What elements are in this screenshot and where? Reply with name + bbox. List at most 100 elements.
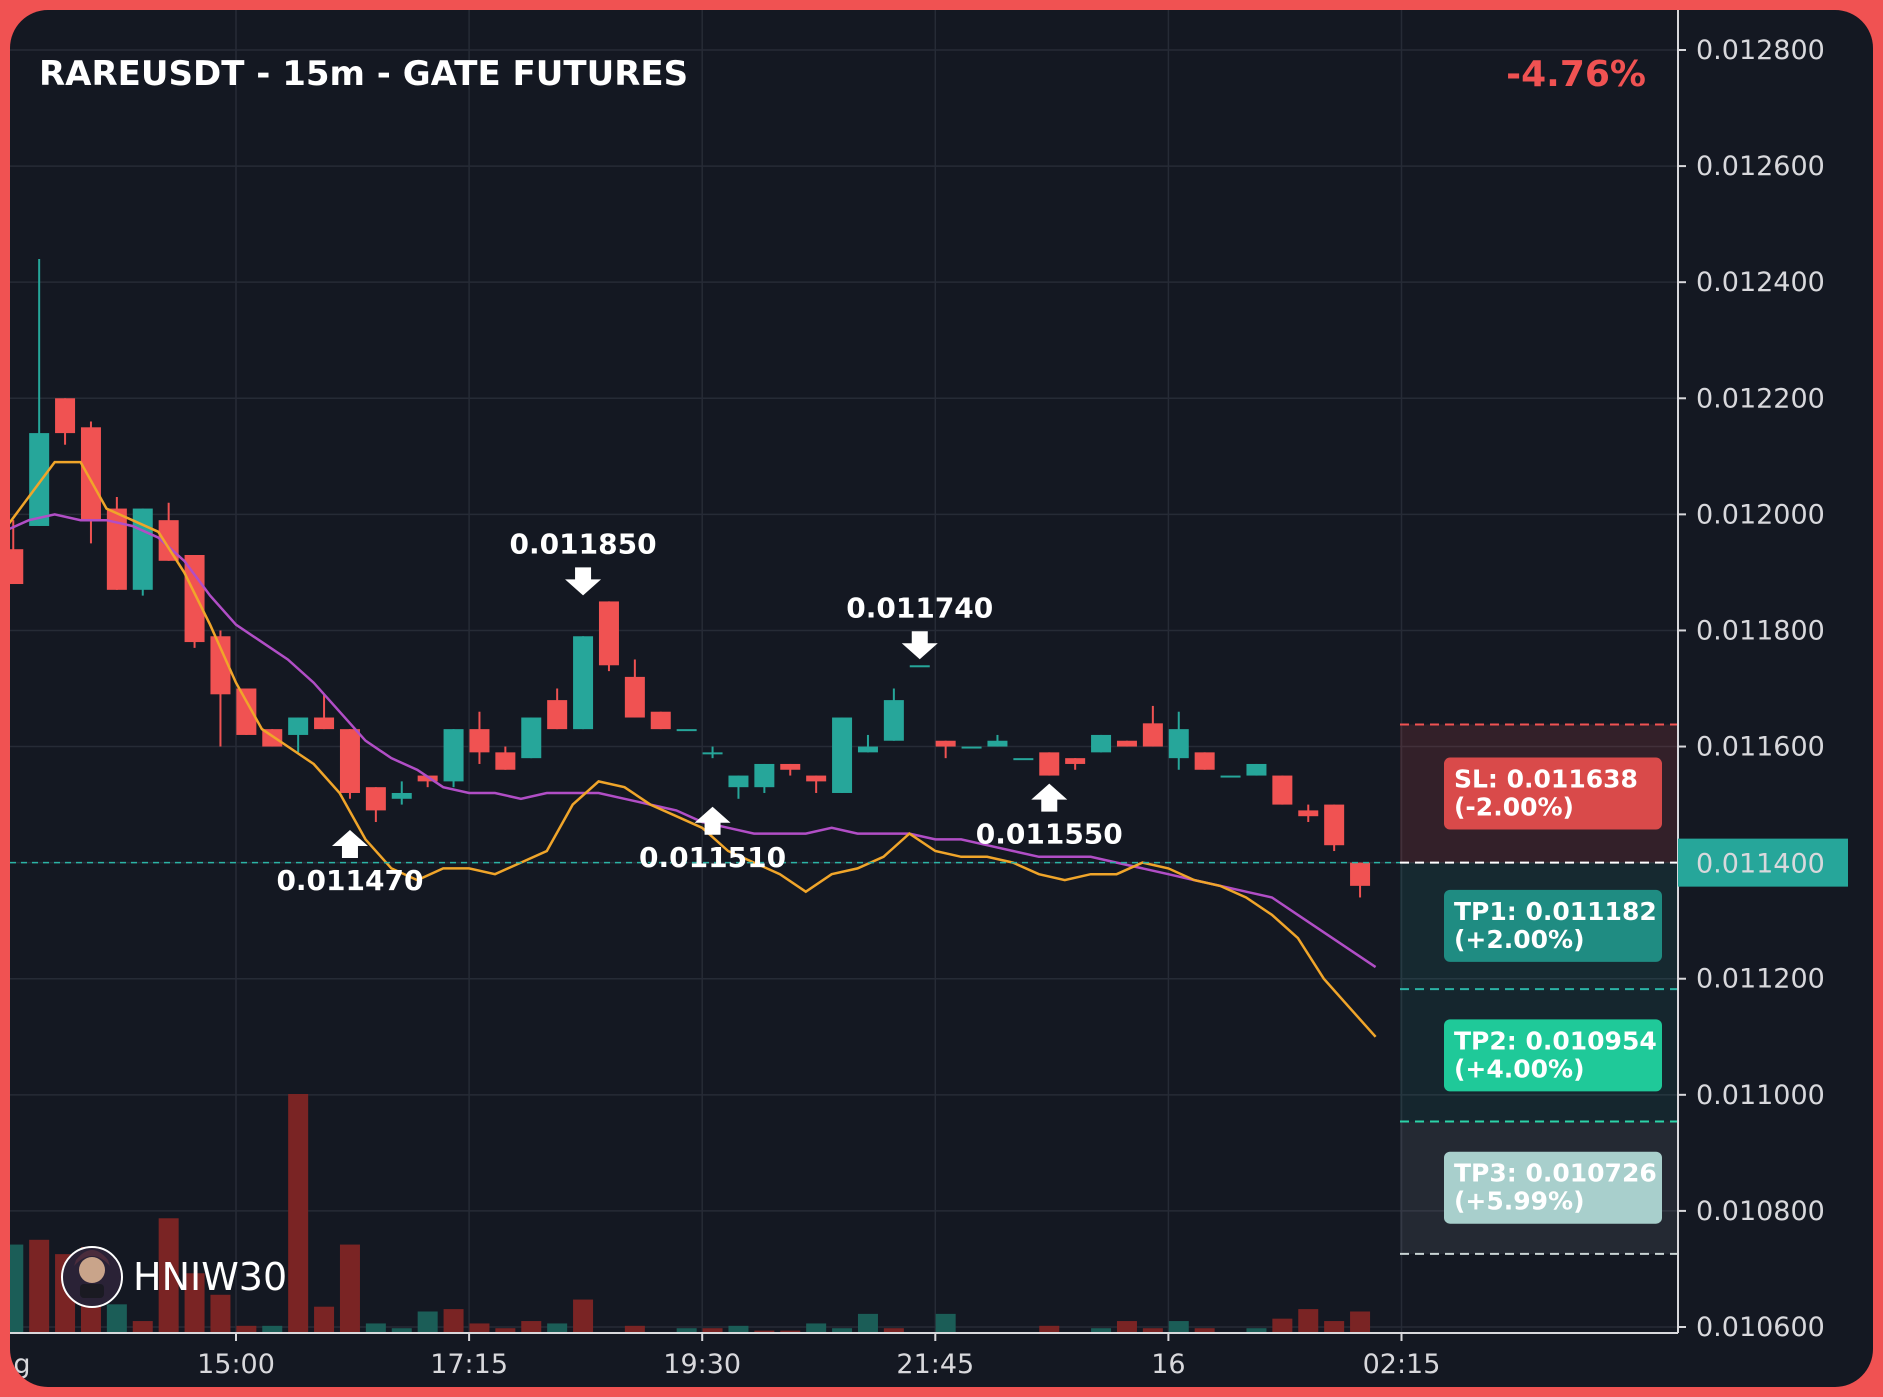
sl-box-bg xyxy=(1444,757,1662,830)
candle xyxy=(676,729,697,732)
ma-slow-line xyxy=(10,513,1377,969)
candle-body xyxy=(883,700,904,741)
candle-body xyxy=(314,717,335,730)
candle-body xyxy=(547,700,568,730)
candle-body xyxy=(650,711,671,730)
volume-bar xyxy=(236,1325,257,1333)
candle-body xyxy=(1116,740,1137,747)
candle-body xyxy=(935,740,956,747)
candle xyxy=(1013,758,1034,761)
tp3-box-line2: (+5.99%) xyxy=(1454,1187,1585,1216)
time-tick-label: 19:30 xyxy=(663,1349,741,1380)
price-tick-label: 0.011600 xyxy=(1696,732,1825,763)
time-tick-label: 21:45 xyxy=(896,1349,974,1380)
volume-bar xyxy=(547,1323,568,1333)
arrow-up-icon xyxy=(694,806,731,835)
volume-bar xyxy=(469,1323,490,1333)
candle-body xyxy=(1039,752,1060,776)
candle xyxy=(469,711,490,764)
sl-box: SL: 0.011638(-2.00%) xyxy=(1444,757,1662,830)
volume-bar xyxy=(702,1328,723,1333)
avatar-body xyxy=(80,1284,104,1298)
volume-bar xyxy=(573,1299,594,1333)
candles[interactable] xyxy=(10,258,1371,898)
price-tick-label: 0.010800 xyxy=(1696,1196,1825,1227)
volume-bar xyxy=(262,1325,283,1333)
volume-bar xyxy=(495,1328,516,1333)
tp3-box: TP3: 0.010726(+5.99%) xyxy=(1444,1151,1662,1224)
candle-body xyxy=(1168,729,1189,759)
candle xyxy=(1246,763,1267,776)
candle-body xyxy=(702,752,723,755)
candle-body xyxy=(1142,723,1163,747)
candle xyxy=(806,775,827,793)
candle xyxy=(857,734,878,753)
tp3-box-bg xyxy=(1444,1151,1662,1224)
arrow-down-icon xyxy=(901,631,938,660)
price-tick-label: 0.012800 xyxy=(1696,35,1825,66)
sl-box-line1: SL: 0.011638 xyxy=(1454,765,1638,794)
candle-body xyxy=(417,775,438,782)
candle-body xyxy=(573,636,594,730)
chart-title: RAREUSDT - 15m - GATE FUTURES xyxy=(39,54,688,94)
candle xyxy=(10,520,24,585)
time-tick-label: g xyxy=(13,1349,30,1380)
tp1-box-line1: TP1: 0.011182 xyxy=(1454,897,1657,926)
price-chart[interactable]: 0.011470 0.011850 0.011510 0.011740 0.011550… xyxy=(10,10,1873,1387)
grid-lines xyxy=(10,10,1678,1333)
price-annotation: 0.011470 xyxy=(276,830,423,897)
arrow-up-icon xyxy=(1031,783,1068,812)
candle-body xyxy=(806,775,827,782)
price-tick-label: 0.012400 xyxy=(1696,267,1825,298)
candle-body xyxy=(391,792,412,799)
candle-body xyxy=(832,717,853,793)
candle-body xyxy=(80,427,101,521)
volume-bar xyxy=(106,1304,127,1333)
tp1-box-bg xyxy=(1444,889,1662,962)
candle xyxy=(29,258,50,526)
volume-bar xyxy=(132,1321,153,1333)
candle xyxy=(832,717,853,793)
price-tick-label: 0.011000 xyxy=(1696,1080,1825,1111)
candle xyxy=(1272,775,1293,805)
candle-body xyxy=(236,688,257,735)
volume-bar xyxy=(1350,1311,1371,1333)
candle xyxy=(1220,775,1241,778)
candle-body xyxy=(754,763,775,788)
candle-body xyxy=(365,787,386,811)
volume-bar xyxy=(806,1323,827,1333)
candle-body xyxy=(288,717,309,735)
volume-bar xyxy=(832,1328,853,1333)
candle xyxy=(573,636,594,730)
tp1-box-line2: (+2.00%) xyxy=(1454,925,1585,954)
volume-bar xyxy=(857,1313,878,1333)
level-boxes: SL: 0.011638(-2.00%) TP1: 0.011182(+2.00%… xyxy=(1444,757,1662,1224)
price-annotation: 0.011850 xyxy=(510,527,657,596)
annotation-label: 0.011470 xyxy=(276,864,423,897)
candle xyxy=(650,711,671,730)
price-tick-label: 0.011200 xyxy=(1696,964,1825,995)
volume-bar xyxy=(314,1306,335,1333)
candle-body xyxy=(10,549,24,585)
candle-body xyxy=(1065,758,1086,764)
candle-body xyxy=(676,729,697,732)
candle xyxy=(1350,862,1371,898)
price-change: -4.76% xyxy=(1506,54,1646,95)
volume-bar xyxy=(1168,1321,1189,1333)
candle xyxy=(521,717,542,759)
volume-bar xyxy=(443,1309,464,1333)
candle xyxy=(935,740,956,759)
candle xyxy=(987,734,1008,747)
candle-body xyxy=(469,729,490,753)
brand-logo xyxy=(61,1246,123,1308)
volume-bar xyxy=(158,1218,179,1333)
current-price-badge: 0.011400 xyxy=(1678,838,1848,887)
candle xyxy=(1324,804,1345,852)
volume-bar xyxy=(521,1321,542,1333)
candle-body xyxy=(780,763,801,770)
time-tick-label: 15:00 xyxy=(197,1349,275,1380)
volume-bar xyxy=(339,1244,360,1333)
price-annotation: 0.011510 xyxy=(639,806,786,874)
candle xyxy=(236,688,257,735)
candle-body xyxy=(1013,758,1034,761)
